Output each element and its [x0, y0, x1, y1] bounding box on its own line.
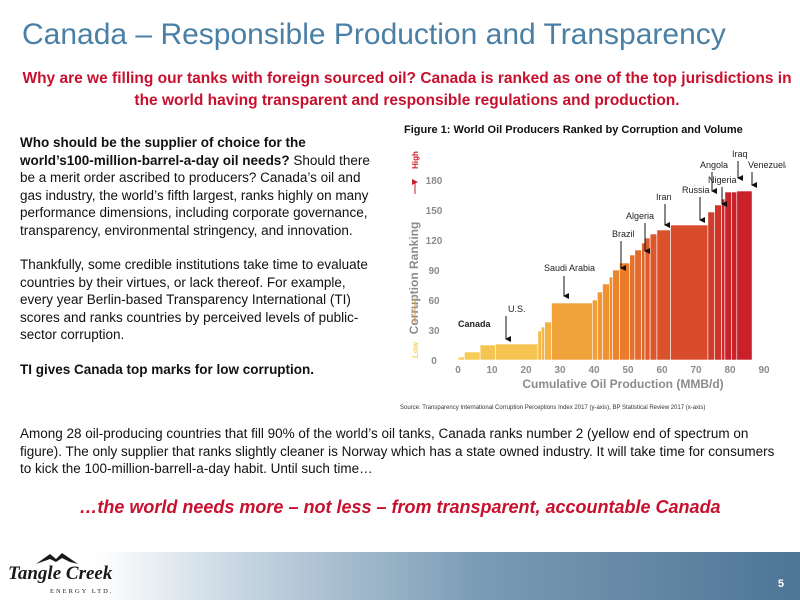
chart-bar — [721, 198, 726, 361]
country-label: Nigeria — [708, 175, 737, 185]
y-tick-label: 30 — [428, 326, 440, 337]
y-tick-label: 60 — [428, 296, 440, 307]
paragraph-2: Thankfully, some credible institutions t… — [20, 257, 368, 342]
chart-bar — [619, 262, 630, 361]
logo-subtitle: ENERGY LTD. — [50, 588, 114, 595]
chart-bar — [457, 356, 465, 361]
paragraph-1-rest: Should there be a merit order ascribed t… — [20, 152, 370, 238]
x-tick-label: 40 — [588, 365, 600, 376]
country-label: Angola — [700, 160, 728, 170]
tagline: …the world needs more – not less – from … — [79, 497, 721, 517]
y-axis-title: Corruption Ranking — [407, 222, 421, 335]
y-axis-high-label: High — [411, 151, 420, 169]
chart-bar — [714, 204, 722, 361]
paragraph-3-bold: TI gives Canada top marks for low corrup… — [20, 361, 315, 377]
chart-bar — [495, 343, 539, 361]
chart-bar — [609, 276, 614, 361]
chart-bar — [644, 237, 651, 361]
x-axis-title: Cumulative Oil Production (MMB/d) — [522, 377, 723, 391]
chart-bar — [479, 344, 496, 361]
x-tick-label: 50 — [622, 365, 634, 376]
page-subtitle: Why are we filling our tanks with foreig… — [22, 70, 792, 109]
x-tick-label: 60 — [656, 365, 668, 376]
country-label: Russia — [682, 185, 710, 195]
y-tick-label: 0 — [431, 356, 437, 367]
paragraph-1: Who should be the supplier of choice for… — [20, 134, 380, 239]
paragraph-3: TI gives Canada top marks for low corrup… — [20, 361, 380, 379]
y-tick-label: 120 — [426, 236, 443, 247]
country-label: Saudi Arabia — [544, 263, 595, 273]
country-label: Brazil — [612, 229, 635, 239]
chart-bar — [592, 299, 598, 361]
chart-bar — [731, 191, 738, 361]
x-tick-label: 20 — [520, 365, 532, 376]
country-label: Canada — [458, 319, 492, 329]
chart-bar — [736, 190, 753, 361]
chart-bar — [597, 291, 603, 361]
y-tick-label: 90 — [428, 266, 440, 277]
x-tick-label: 70 — [690, 365, 702, 376]
paragraph-1-bold: Who should be the supplier of choice for… — [20, 135, 306, 168]
x-tick-label: 0 — [455, 365, 461, 376]
page-title: Canada – Responsible Production and Tran… — [22, 18, 726, 51]
chart-bar — [602, 283, 610, 361]
page-number: 5 — [777, 578, 784, 590]
oil-producers-chart: 0 10 20 30 40 50 60 70 80 90 0 30 60 90 120 150 180 Cana… — [407, 149, 786, 391]
chart-bar — [537, 330, 542, 361]
bottom-paragraph: Among 28 oil-producing countries that fi… — [20, 426, 775, 476]
chart-bar — [670, 224, 709, 361]
chart-bar — [649, 233, 658, 361]
country-label: Algeria — [626, 211, 654, 221]
x-tick-label: 90 — [758, 365, 770, 376]
country-label: Venezuela — [748, 160, 786, 170]
x-tick-label: 80 — [724, 365, 736, 376]
chart-bar — [464, 351, 481, 361]
logo-name: Tangle Creek — [8, 563, 113, 584]
x-tick-label: 10 — [486, 365, 498, 376]
chart-bar — [656, 229, 671, 361]
chart-bar — [612, 269, 620, 361]
footer-bar — [0, 552, 800, 600]
chart-bar — [707, 211, 715, 361]
chart-bar — [724, 191, 732, 361]
figure-caption: Figure 1: World Oil Producers Ranked by … — [404, 124, 743, 136]
country-label: Iraq — [732, 149, 748, 159]
tangle-creek-logo — [36, 553, 78, 564]
country-label: Iran — [656, 192, 672, 202]
x-tick-label: 30 — [554, 365, 566, 376]
figure-source: Source: Transparency International Corru… — [400, 405, 706, 411]
left-text-column: Who should be the supplier of choice for… — [20, 134, 380, 395]
y-tick-label: 180 — [426, 176, 443, 187]
chart-bar — [551, 302, 593, 361]
chart-bar — [641, 242, 646, 361]
country-label: U.S. — [508, 304, 526, 314]
chart-bar — [634, 249, 642, 361]
chart-bar — [629, 254, 636, 361]
y-tick-label: 150 — [426, 206, 443, 217]
chart-bar — [544, 321, 552, 361]
chart-bar — [541, 326, 546, 361]
y-axis-low-label: Low — [411, 341, 420, 358]
